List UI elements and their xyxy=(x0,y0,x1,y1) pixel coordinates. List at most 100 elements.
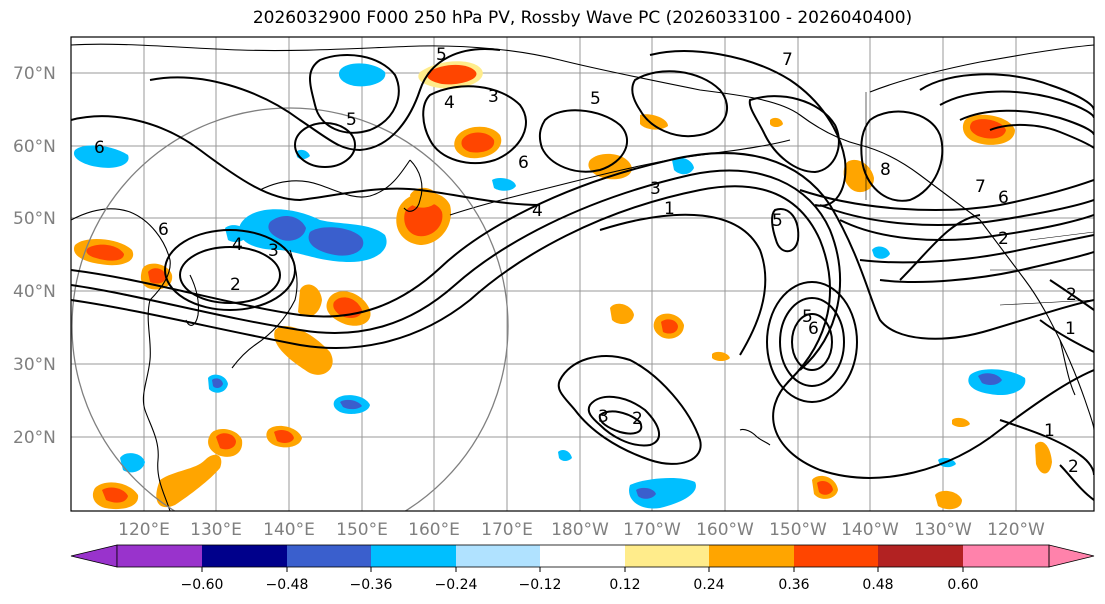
coastline-aleutians xyxy=(449,139,791,216)
political-borders xyxy=(865,92,1094,306)
coastline-kamchatka xyxy=(403,159,423,212)
contour-label: 5 xyxy=(346,110,357,130)
colorbar-segment xyxy=(709,545,794,567)
map-panel xyxy=(71,37,1094,511)
lon-label: 140°E xyxy=(263,520,315,540)
contour-line xyxy=(779,297,845,387)
contour-line xyxy=(631,70,729,138)
lon-label: 120°W xyxy=(987,520,1045,540)
contour-line xyxy=(309,54,400,134)
colorbar-tick-label: −0.24 xyxy=(435,577,478,593)
pv-negative-patch xyxy=(672,157,694,175)
pv-negative-patch xyxy=(492,178,516,191)
contour-line xyxy=(179,246,281,304)
colorbar-segment xyxy=(287,545,371,567)
pv-positive-patch xyxy=(843,159,874,193)
lon-label: 120°E xyxy=(118,520,170,540)
coastline-canada-arctic xyxy=(869,44,1094,93)
contour-line xyxy=(771,208,800,253)
contour-line xyxy=(71,152,1094,340)
contour-label: 3 xyxy=(598,407,609,427)
coastline-sea-of-okhotsk xyxy=(259,159,411,198)
pv-positive-patch xyxy=(426,64,477,85)
contour-label: 3 xyxy=(268,241,279,261)
contour-label: 5 xyxy=(772,211,783,231)
rossby-wave-contours xyxy=(71,48,1094,501)
contour-labels: 5 4 3 5 6 4 5 3 7 6 4 3 2 1 5 8 7 6 2 1 … xyxy=(94,45,1079,477)
contour-line xyxy=(899,214,981,281)
contour-line xyxy=(748,95,840,174)
contour-label: 1 xyxy=(664,199,675,219)
pv-positive-patch xyxy=(712,351,730,361)
colorbar-segment xyxy=(963,545,1049,567)
map-border xyxy=(70,36,1095,512)
contour-line xyxy=(1059,464,1094,501)
contour-line xyxy=(879,251,1094,283)
contour-label: 2 xyxy=(1068,457,1079,477)
pv-positive-patch xyxy=(935,490,962,510)
coastline-baja xyxy=(1059,339,1076,396)
contour-label: 6 xyxy=(808,319,819,339)
contour-line xyxy=(71,185,1094,479)
contour-line xyxy=(989,123,1094,149)
colorbar-segment xyxy=(117,545,202,567)
contour-label: 5 xyxy=(436,45,447,65)
contour-label: 3 xyxy=(488,87,499,107)
pv-positive-patch xyxy=(1035,441,1052,474)
pv-positive-patch xyxy=(970,119,1006,139)
lat-label: 20°N xyxy=(13,428,56,448)
colorbar-segment xyxy=(878,545,963,567)
pv-negative-patch xyxy=(338,63,386,87)
coastline-hawaii xyxy=(739,428,771,446)
colorbar-tick-label: −0.60 xyxy=(181,577,224,593)
contour-line xyxy=(598,410,643,435)
pv-negative-patch xyxy=(212,378,223,389)
lon-label: 130°W xyxy=(914,520,972,540)
contour-line xyxy=(839,214,1094,241)
lat-label: 70°N xyxy=(13,64,56,84)
colorbar-segment xyxy=(456,545,540,567)
lon-label: 150°W xyxy=(769,520,827,540)
contour-line xyxy=(587,395,660,447)
colorbar-segment xyxy=(540,545,625,567)
lon-label: 160°W xyxy=(696,520,754,540)
contour-label: 4 xyxy=(232,235,243,255)
contour-line xyxy=(859,234,1094,264)
lon-label: 180°W xyxy=(551,520,609,540)
pv-positive-patch xyxy=(410,187,438,208)
coastline-korea xyxy=(185,274,199,326)
pv-anomaly-shading xyxy=(73,61,1052,510)
contour-line xyxy=(766,281,858,403)
pv-positive-patch xyxy=(298,284,322,317)
map-title: 2026032900 F000 250 hPa PV, Rossby Wave … xyxy=(252,8,913,28)
lon-label: 140°W xyxy=(841,520,899,540)
pv-positive-patch xyxy=(817,481,833,495)
lon-label: 160°E xyxy=(408,520,460,540)
contour-label: 6 xyxy=(998,188,1009,208)
pv-positive-patch xyxy=(216,433,236,450)
contour-line xyxy=(1039,319,1094,353)
pv-positive-patch xyxy=(148,268,166,284)
reference-circle xyxy=(71,107,509,511)
pv-positive-patch xyxy=(274,430,294,443)
pv-negative-patch xyxy=(558,450,572,461)
pv-positive-patch xyxy=(461,132,495,153)
colorbar-segment xyxy=(794,545,878,567)
colorbar-tick-label: 0.36 xyxy=(778,577,809,593)
contour-label: 6 xyxy=(94,138,105,158)
pv-negative-patch xyxy=(872,246,890,259)
contour-label: 2 xyxy=(632,409,643,429)
contour-line xyxy=(959,109,1094,136)
colorbar-segment xyxy=(202,545,287,567)
contour-label: 2 xyxy=(1066,285,1077,305)
colorbar-frame xyxy=(116,544,1050,568)
contour-line xyxy=(1049,279,1094,311)
pv-negative-patch xyxy=(629,478,696,509)
pv-negative-patch xyxy=(268,216,306,241)
contour-line xyxy=(149,48,501,152)
contour-label: 4 xyxy=(444,93,455,113)
coastline-east-asia xyxy=(71,208,171,511)
colorbar-tick-label: 0.48 xyxy=(862,577,893,593)
contour-label: 2 xyxy=(998,229,1009,249)
contour-line xyxy=(538,109,629,173)
